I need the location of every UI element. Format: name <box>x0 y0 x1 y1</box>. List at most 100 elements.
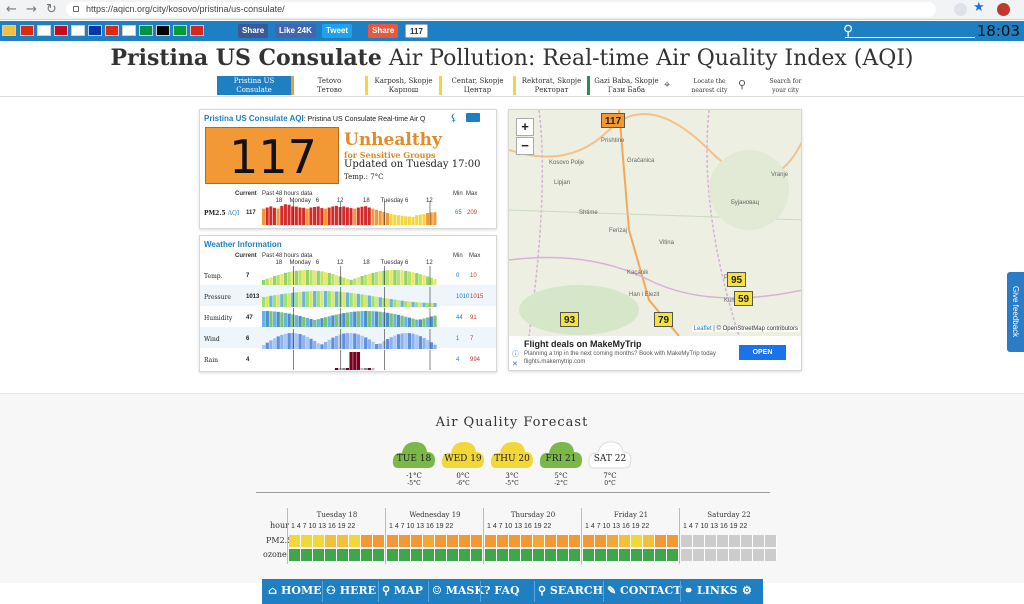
city-tab-centar[interactable]: Centar, Skopje Центар <box>439 76 513 95</box>
forward-icon[interactable]: → <box>26 2 37 17</box>
pm25-bar <box>262 208 266 225</box>
weather-bar <box>360 335 364 349</box>
weather-bar <box>418 319 423 328</box>
time-axis-label: 6 <box>405 260 409 266</box>
nav-contact-button[interactable]: ✎ CONTACT <box>607 584 682 597</box>
forecast-day-label: TUE 18 <box>396 454 432 464</box>
city-tab-pristina[interactable]: Pristina US Consulate <box>217 76 291 95</box>
translate-icon[interactable] <box>954 3 967 16</box>
nav-links-button[interactable]: ⚭ LINKS <box>684 584 738 597</box>
zoom-out-button[interactable]: − <box>516 137 534 155</box>
weather-bar <box>272 295 277 307</box>
weather-bar <box>287 313 291 328</box>
flag-icon[interactable] <box>71 25 85 36</box>
flag-icon[interactable] <box>37 25 51 36</box>
aqi-level: Unhealthy <box>344 130 442 150</box>
bookmark-star-icon[interactable]: ★ <box>973 0 985 15</box>
tweet-button[interactable]: Tweet <box>322 24 353 38</box>
pm25-bar <box>389 214 393 225</box>
ad-open-button[interactable]: OPEN <box>739 345 786 360</box>
forecast-day-label: THU 20 <box>494 454 530 464</box>
share-icon[interactable]: ⚸ <box>450 113 458 124</box>
ozone-cell <box>583 549 595 561</box>
leaflet-link[interactable]: Leaflet <box>693 326 712 332</box>
forecast-day-header: Wednesday 19 <box>409 511 461 519</box>
pm25-bar <box>393 214 397 225</box>
nav-mask-button[interactable]: ☺ MASK <box>432 584 484 597</box>
weather-bar <box>385 270 390 286</box>
station-marker[interactable]: 117 <box>601 113 626 128</box>
station-marker[interactable]: 95 <box>727 272 747 287</box>
ad-close-icon[interactable]: ✕ <box>512 361 518 368</box>
weather-bar <box>342 313 346 328</box>
flag-icon[interactable] <box>54 25 68 36</box>
cloud-icon <box>392 442 435 468</box>
station-marker[interactable]: 59 <box>734 291 754 306</box>
weather-bar <box>382 312 386 328</box>
nav-here-button[interactable]: ⚇ HERE <box>326 584 376 597</box>
pm25-bar <box>378 210 382 225</box>
search-icon[interactable]: ⚲ <box>738 78 747 91</box>
weather-bar <box>280 334 284 349</box>
back-icon[interactable]: ← <box>6 2 17 17</box>
pm25-cell <box>741 535 753 547</box>
flag-icon[interactable] <box>2 25 16 36</box>
flag-icon[interactable] <box>156 25 170 36</box>
flag-icon[interactable] <box>20 25 34 36</box>
pm25-bar <box>294 206 298 225</box>
map-place-label: Gračanica <box>627 158 655 164</box>
facebook-like-button[interactable]: Like 24K <box>275 24 316 38</box>
share-button[interactable]: Share <box>368 24 399 38</box>
flag-icon[interactable] <box>190 25 204 36</box>
give-feedback-button[interactable]: Give feedback <box>1007 272 1024 352</box>
nav-faq-button[interactable]: ? FAQ <box>484 584 520 597</box>
flag-icon[interactable] <box>88 25 102 36</box>
time-axis-label: 18 <box>275 260 283 266</box>
flag-icon[interactable] <box>122 25 136 36</box>
pm25-bar <box>345 207 349 225</box>
ad-title[interactable]: Flight deals on MakeMyTrip <box>524 339 642 349</box>
search-city-link[interactable]: Search for your city <box>769 78 802 94</box>
weather-bar <box>291 271 295 286</box>
weather-bar <box>407 271 412 286</box>
station-marker[interactable]: 79 <box>654 312 674 327</box>
search-input[interactable] <box>845 37 975 38</box>
pm25-cell <box>717 535 729 547</box>
city-tab-rektorat[interactable]: Rektorat, Skopje Ректорат <box>513 76 587 95</box>
nav-map-button[interactable]: ⚲ MAP <box>382 584 423 597</box>
reload-icon[interactable]: ↻ <box>46 2 57 17</box>
ad-info-icon[interactable]: ⓘ <box>512 351 519 358</box>
profile-avatar[interactable] <box>997 3 1010 16</box>
locate-nearest-city-link[interactable]: Locate the nearest city <box>691 78 728 94</box>
city-tab-karposh[interactable]: Karposh, Skopje Карпош <box>365 76 439 95</box>
locate-icon[interactable]: ⌖ <box>664 78 671 91</box>
weather-bar <box>356 352 361 370</box>
nav-separator <box>480 581 481 602</box>
settings-icon[interactable]: ⚙ <box>742 584 752 597</box>
time-axis-label: Monday <box>289 198 311 204</box>
flag-icon[interactable] <box>105 25 119 36</box>
flag-icon[interactable] <box>173 25 187 36</box>
search-icon[interactable]: ⚲ <box>843 22 854 38</box>
pm25-cell <box>373 535 385 547</box>
flag-icon[interactable] <box>139 25 153 36</box>
weather-row-min: 1 <box>456 336 460 342</box>
station-marker[interactable]: 93 <box>560 312 580 327</box>
zoom-in-button[interactable]: + <box>516 118 534 136</box>
pm25-bar <box>313 207 317 225</box>
pm25-cell <box>753 535 765 547</box>
pm25-cell <box>681 535 693 547</box>
facebook-share-button[interactable]: Share <box>238 24 269 38</box>
forecast-day-cloud: WED 19 <box>441 438 485 470</box>
weather-bar <box>375 271 379 286</box>
weather-row-label: Temp. <box>204 273 223 280</box>
weather-bar <box>385 298 390 307</box>
nav-search-button[interactable]: ⚲ SEARCH <box>538 584 603 597</box>
map[interactable]: Prishtine Gračanica Kosovo Polje Lipjan Shti… <box>509 110 801 336</box>
city-tab-gazi-baba[interactable]: Gazi Baba, Skopje Гази Баба <box>587 76 663 95</box>
address-bar[interactable]: https://aqicn.org/city/kosovo/pristina/u… <box>66 2 936 17</box>
time-axis-label: 18 <box>363 260 370 266</box>
city-tab-tetovo[interactable]: Tetovo Тетово <box>291 76 365 95</box>
widget-icon[interactable] <box>466 113 480 122</box>
nav-home-button[interactable]: ⌂ HOME <box>268 584 322 597</box>
